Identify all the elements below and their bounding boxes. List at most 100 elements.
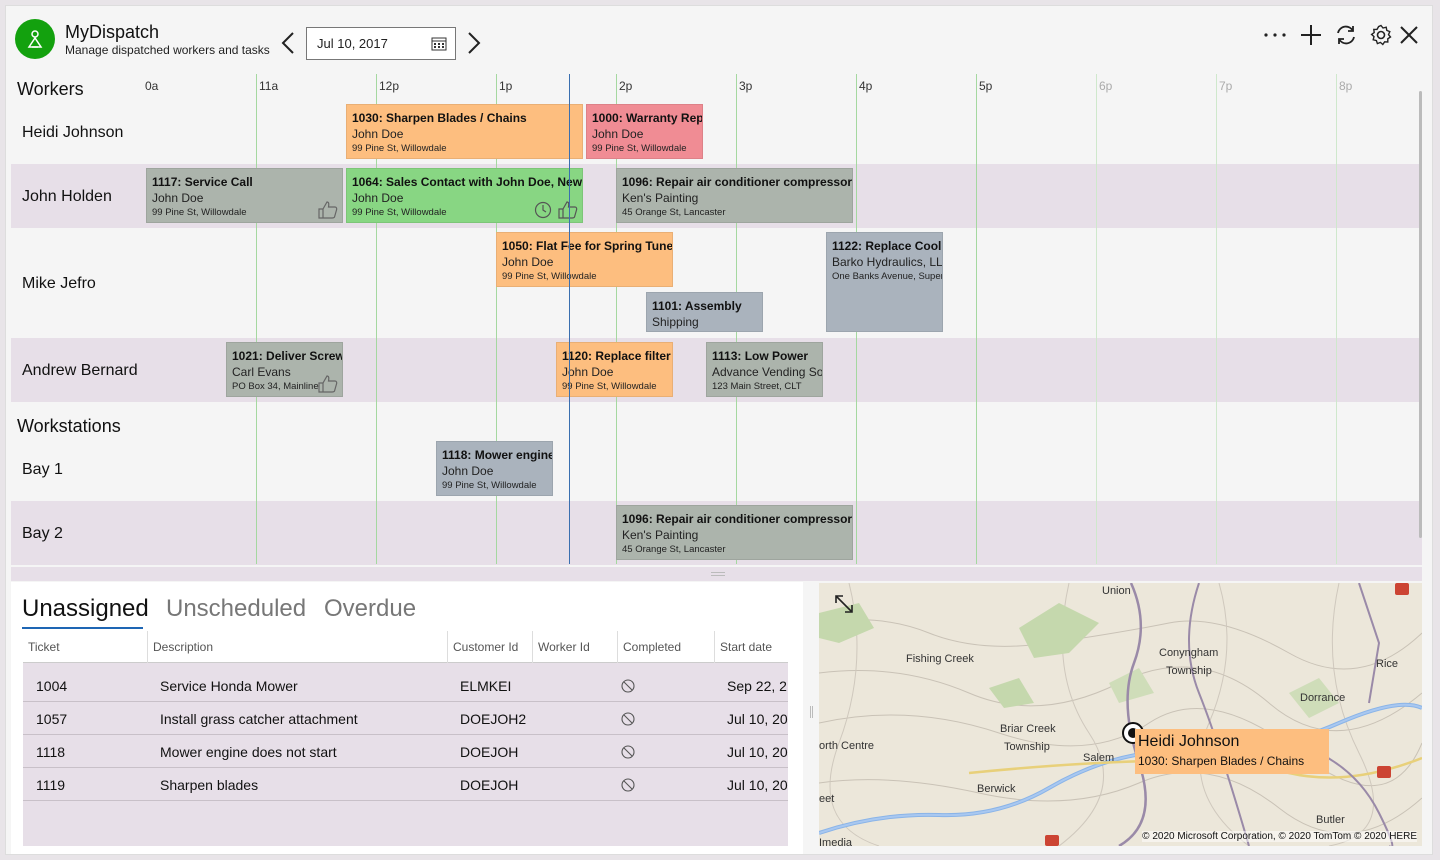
job-customer: John Doe bbox=[352, 127, 404, 141]
job-card[interactable]: 1030: Sharpen Blades / Chains John Doe 9… bbox=[346, 104, 583, 159]
hour-gridline bbox=[976, 74, 977, 564]
hour-label: 0a bbox=[145, 79, 159, 93]
job-address: 99 Pine St, Willowdale bbox=[352, 143, 447, 154]
map-label: Salem bbox=[1083, 752, 1115, 764]
job-title: 1113: Low Power bbox=[712, 349, 809, 363]
settings-button[interactable] bbox=[1366, 20, 1396, 50]
job-card[interactable]: 1096: Repair air conditioner compressor … bbox=[616, 168, 853, 223]
job-card[interactable]: 1118: Mower engine John Doe 99 Pine St, … bbox=[436, 441, 553, 496]
job-title: 1120: Replace filter bbox=[562, 349, 671, 363]
job-customer: John Doe bbox=[592, 127, 644, 141]
add-button[interactable] bbox=[1296, 20, 1326, 50]
job-card[interactable]: 1113: Low Power Advance Vending Solution… bbox=[706, 342, 823, 397]
calendar-icon bbox=[431, 37, 447, 51]
hour-gridline bbox=[1336, 74, 1337, 564]
date-picker[interactable]: Jul 10, 2017 bbox=[306, 27, 456, 60]
callout-worker-name: Heidi Johnson bbox=[1138, 733, 1240, 750]
hour-gridline bbox=[1096, 74, 1097, 564]
job-card[interactable]: 1120: Replace filter John Doe 99 Pine St… bbox=[556, 342, 673, 397]
description-cell: Sharpen blades bbox=[160, 776, 259, 793]
job-address: 99 Pine St, Willowdale bbox=[502, 271, 597, 282]
start-date-cell: Jul 10, 20 bbox=[727, 743, 788, 760]
job-title: 1030: Sharpen Blades / Chains bbox=[352, 111, 527, 125]
start-date-cell: Jul 10, 20 bbox=[727, 710, 788, 727]
job-card[interactable]: 1096: Repair air conditioner compressor … bbox=[616, 505, 853, 560]
job-customer: John Doe bbox=[442, 464, 494, 478]
job-card[interactable]: 1117: Service Call John Doe 99 Pine St, … bbox=[146, 168, 343, 223]
hour-label: 12p bbox=[379, 79, 400, 93]
job-address: 99 Pine St, Willowdale bbox=[592, 143, 687, 154]
completed-cell bbox=[621, 768, 635, 801]
tab-unassigned[interactable]: Unassigned bbox=[22, 595, 149, 622]
job-card[interactable]: 1122: Replace Cooling Barko Hydraulics, … bbox=[826, 232, 943, 332]
hour-label: 1p bbox=[499, 79, 513, 93]
hour-gridline bbox=[1216, 74, 1217, 564]
job-title: 1000: Warranty Repair bbox=[592, 111, 703, 125]
tab-overdue[interactable]: Overdue bbox=[324, 595, 417, 622]
column-header[interactable]: Start date bbox=[720, 640, 773, 654]
job-card[interactable]: 1021: Deliver Screws Carl Evans PO Box 3… bbox=[226, 342, 343, 397]
hour-gridline bbox=[256, 74, 257, 564]
map-label: Conyngham bbox=[1159, 647, 1219, 659]
job-address: 99 Pine St, Willowdale bbox=[442, 480, 537, 491]
worker-row-label: Heidi Johnson bbox=[22, 124, 124, 141]
hour-label: 3p bbox=[739, 79, 753, 93]
map-view[interactable]: Union Fishing Creek Conyngham Township R… bbox=[819, 583, 1422, 846]
map-label: Dorrance bbox=[1300, 692, 1346, 704]
job-card[interactable]: 1101: Assembly Shipping bbox=[646, 292, 763, 332]
ticket-cell: 1004 bbox=[36, 677, 68, 694]
job-title: 1122: Replace Cooling bbox=[832, 239, 942, 253]
horizontal-splitter[interactable] bbox=[11, 567, 1422, 581]
table-row[interactable]: 1118 Mower engine does not start DOEJOH … bbox=[23, 735, 788, 768]
vertical-splitter[interactable] bbox=[810, 706, 813, 718]
more-button[interactable] bbox=[1260, 20, 1290, 50]
map-label: Imedia bbox=[819, 837, 853, 846]
hour-label: 5p bbox=[979, 79, 993, 93]
column-header[interactable]: Completed bbox=[618, 631, 715, 663]
worker-row-label: Mike Jefro bbox=[22, 275, 96, 292]
previous-day-button[interactable] bbox=[277, 28, 299, 58]
table-row[interactable]: 1119 Sharpen blades DOEJOH Jul 10, 20 bbox=[23, 768, 788, 801]
job-customer: John Doe bbox=[502, 255, 554, 269]
job-title: 1050: Flat Fee for Spring Tune bbox=[502, 239, 673, 253]
job-customer: John Doe bbox=[352, 191, 404, 205]
job-title: 1117: Service Call bbox=[152, 175, 253, 189]
map-label: Union bbox=[1102, 585, 1131, 597]
table-row[interactable]: 1057 Install grass catcher attachment DO… bbox=[23, 702, 788, 735]
job-title: 1101: Assembly bbox=[652, 299, 742, 313]
next-day-button[interactable] bbox=[463, 28, 485, 58]
ticket-cell: 1118 bbox=[36, 743, 66, 760]
expand-icon[interactable] bbox=[833, 593, 855, 615]
job-card[interactable]: 1000: Warranty Repair John Doe 99 Pine S… bbox=[586, 104, 703, 159]
current-time-indicator bbox=[569, 74, 570, 564]
column-header[interactable]: Customer Id bbox=[448, 631, 533, 663]
tab-unscheduled[interactable]: Unscheduled bbox=[166, 595, 307, 622]
callout-job-title: 1030: Sharpen Blades / Chains bbox=[1138, 754, 1305, 768]
column-header[interactable]: Description bbox=[148, 631, 448, 663]
chevron-right-icon bbox=[468, 32, 481, 54]
hour-gridline bbox=[496, 74, 497, 564]
app-subtitle: Manage dispatched workers and tasks bbox=[65, 43, 270, 57]
job-card[interactable]: 1050: Flat Fee for Spring Tune John Doe … bbox=[496, 232, 673, 287]
close-icon bbox=[1400, 26, 1418, 44]
close-button[interactable] bbox=[1394, 20, 1424, 50]
customer-cell: DOEJOH bbox=[460, 776, 519, 793]
column-header[interactable]: Worker Id bbox=[533, 631, 618, 663]
worker-row-label: Andrew Bernard bbox=[22, 362, 138, 379]
column-header[interactable]: Ticket bbox=[23, 631, 148, 663]
job-address: 45 Orange St, Lancaster bbox=[622, 544, 726, 555]
table-row[interactable]: 1004 Service Honda Mower ELMKEI Sep 22, … bbox=[23, 669, 788, 702]
job-title: 1021: Deliver Screws bbox=[232, 349, 343, 363]
map-callout[interactable]: Heidi Johnson 1030: Sharpen Blades / Cha… bbox=[1135, 729, 1329, 774]
job-customer: Carl Evans bbox=[232, 365, 291, 379]
schedule-scrollbar[interactable] bbox=[1419, 91, 1422, 538]
job-customer: Shipping bbox=[652, 315, 699, 329]
job-card[interactable]: 1064: Sales Contact with John Doe, New J… bbox=[346, 168, 583, 223]
app-logo bbox=[15, 19, 55, 59]
map-label: Township bbox=[1004, 741, 1050, 753]
job-address: 99 Pine St, Willowdale bbox=[152, 207, 247, 218]
refresh-button[interactable] bbox=[1331, 20, 1361, 50]
job-customer: John Doe bbox=[562, 365, 614, 379]
map-label: Township bbox=[1166, 665, 1212, 677]
map-terrain bbox=[819, 583, 1422, 846]
